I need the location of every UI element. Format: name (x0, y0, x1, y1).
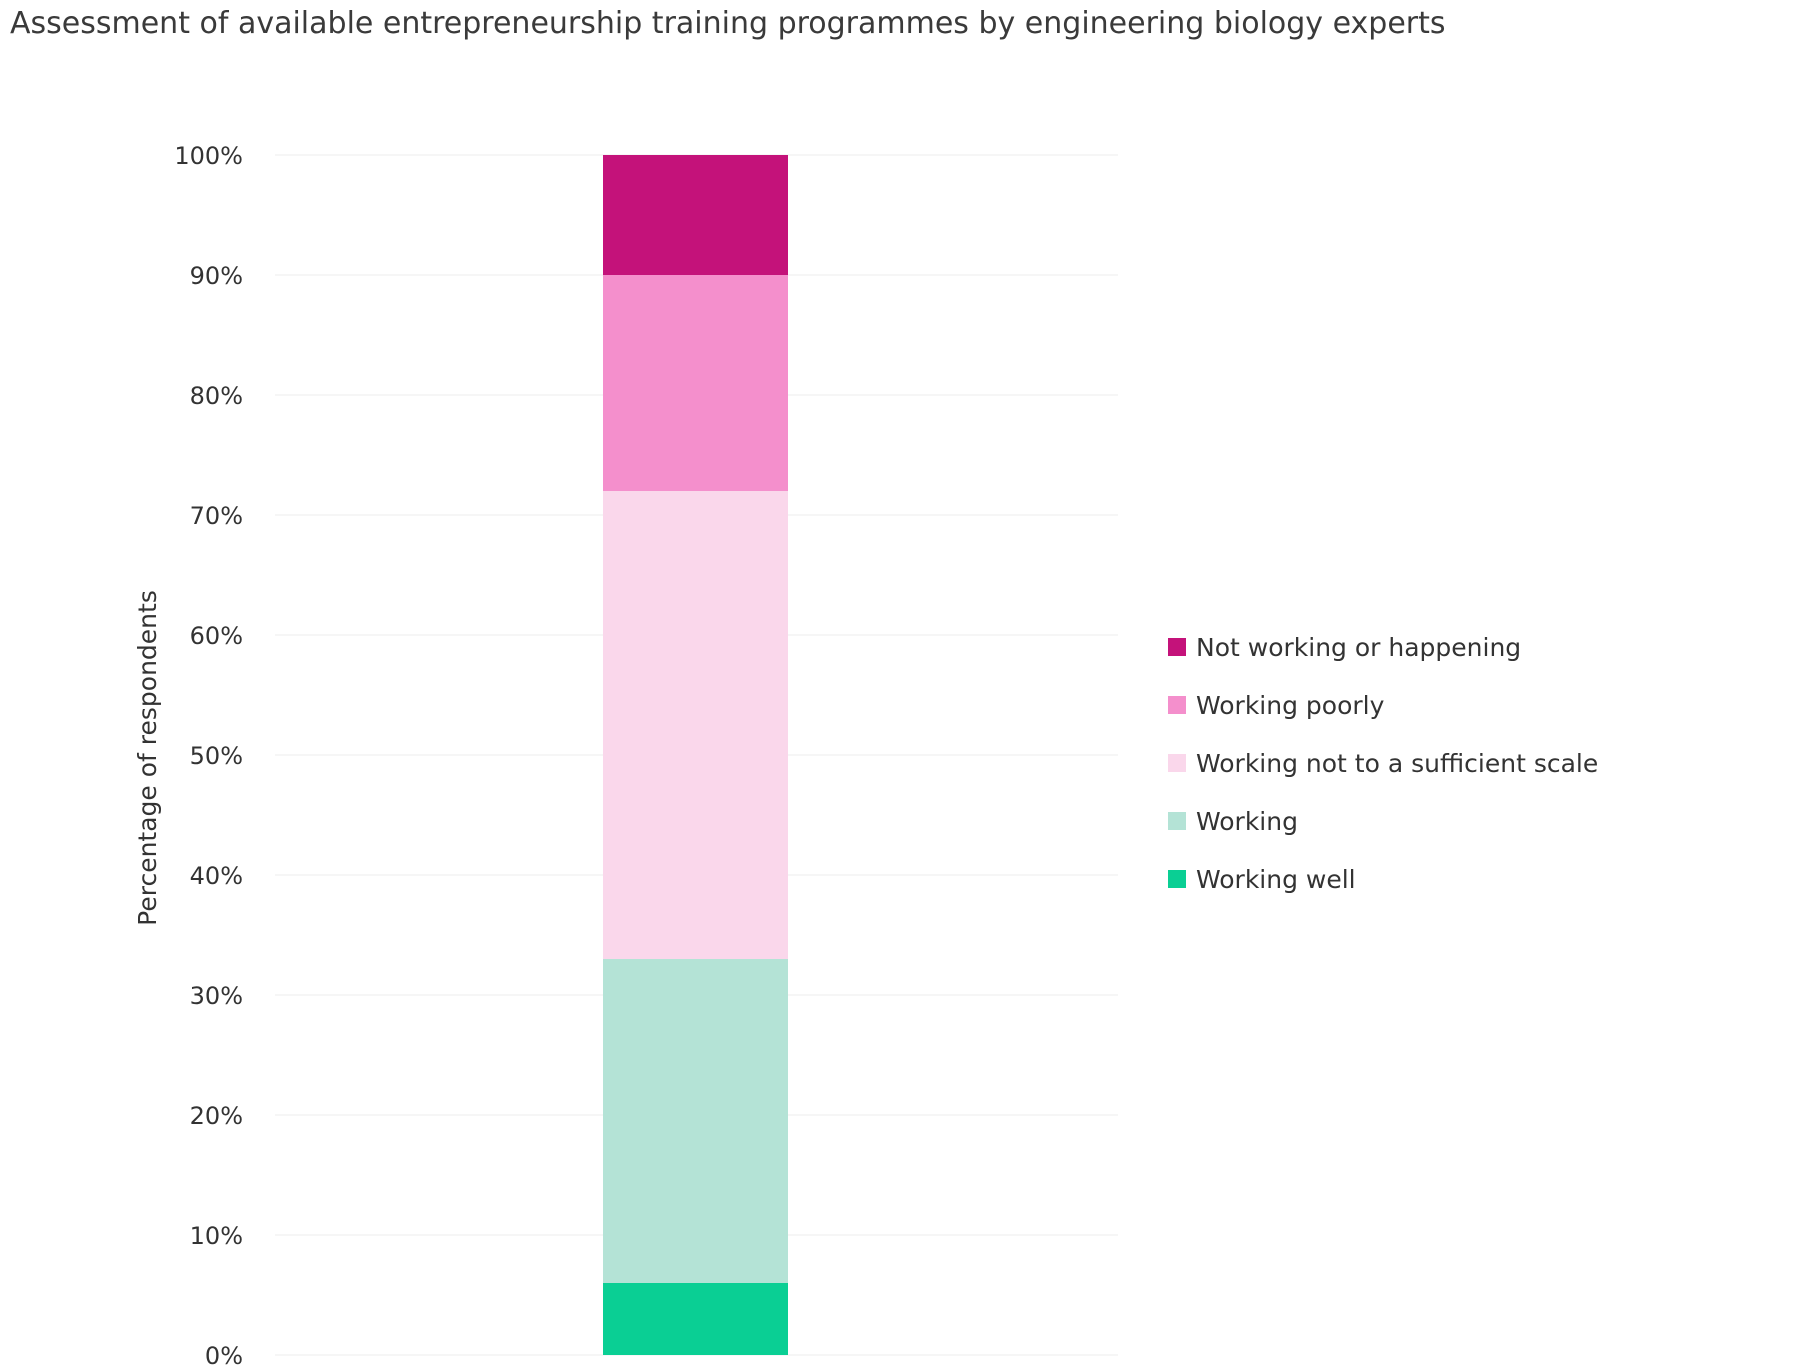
legend-item: Working (1168, 792, 1598, 850)
y-tick-label: 100% (174, 142, 243, 170)
legend-swatch (1168, 754, 1186, 772)
bar-segment-working (603, 959, 788, 1283)
legend-swatch (1168, 638, 1186, 656)
stacked-bar (603, 155, 788, 1355)
bar-segment-working-not-to-a-sufficient-scale (603, 491, 788, 959)
legend-item: Working not to a sufficient scale (1168, 734, 1598, 792)
y-tick-label: 80% (190, 382, 243, 410)
y-axis-label: Percentage of respondents (133, 590, 162, 926)
legend-label: Not working or happening (1196, 632, 1522, 662)
legend-item: Working poorly (1168, 676, 1598, 734)
legend-item: Not working or happening (1168, 618, 1598, 676)
y-axis-ticks: 0% 10% 20% 30% 40% 50% 60% 70% 80% 90% 100% (174, 142, 243, 1368)
y-tick-label: 30% (190, 982, 243, 1010)
legend-swatch (1168, 696, 1186, 714)
legend: Not working or happening Working poorly Wo… (1168, 618, 1598, 908)
y-tick-label: 50% (190, 742, 243, 770)
y-tick-label: 70% (190, 502, 243, 530)
legend-label: Working (1196, 806, 1298, 836)
bar-segment-not-working-or-happening (603, 155, 788, 275)
y-tick-label: 20% (190, 1102, 243, 1130)
legend-label: Working not to a sufficient scale (1196, 748, 1599, 778)
y-tick-label: 90% (190, 262, 243, 290)
bar-segment-working-well (603, 1283, 788, 1355)
legend-label: Working well (1196, 864, 1356, 894)
legend-swatch (1168, 812, 1186, 830)
y-tick-label: 40% (190, 862, 243, 890)
chart-title: Assessment of available entrepreneurship… (10, 6, 1446, 41)
y-tick-label: 10% (190, 1222, 243, 1250)
y-tick-label: 0% (205, 1342, 243, 1368)
legend-item: Working well (1168, 850, 1598, 908)
legend-label: Working poorly (1196, 690, 1385, 720)
bar-segment-working-poorly (603, 275, 788, 491)
legend-swatch (1168, 870, 1186, 888)
y-tick-label: 60% (190, 622, 243, 650)
